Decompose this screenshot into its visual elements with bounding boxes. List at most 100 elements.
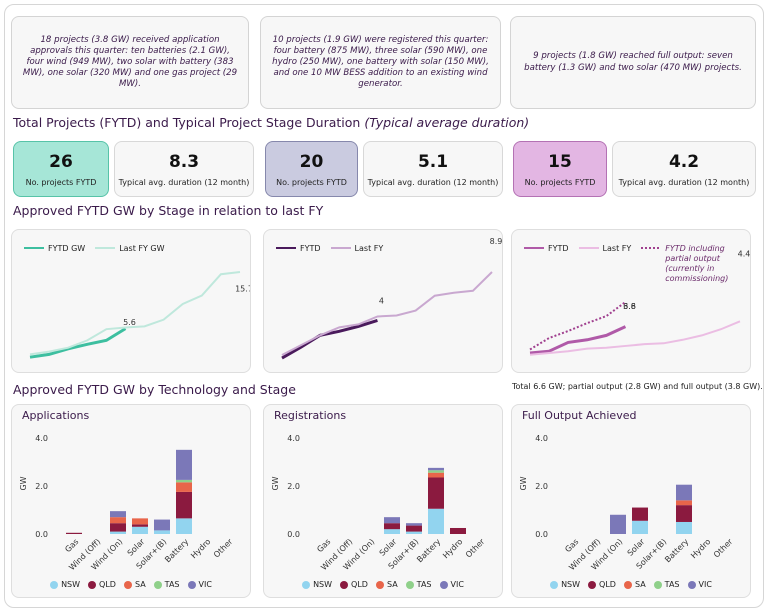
y-tick-label: 0.0 (535, 530, 548, 539)
data-label: 4.4 (738, 249, 751, 258)
legend-label: NSW (61, 580, 81, 589)
y-tick-label: 0.0 (35, 530, 48, 539)
section-title-note: (Typical average duration) (364, 115, 530, 130)
bar-segment (66, 532, 82, 534)
legend-label: Last FY (354, 244, 384, 253)
legend-swatch (302, 580, 311, 589)
legend-label: Last FY (602, 244, 632, 253)
x-tick-label: Hydro (441, 537, 464, 560)
data-label: 6.6 (623, 302, 636, 311)
legend-item: VIC (687, 580, 712, 589)
series-line (29, 327, 127, 359)
summary-text: 9 projects (1.8 GW) reached full output:… (524, 51, 742, 73)
kpi-label: No. projects FYTD (25, 177, 97, 187)
legend-label: NSW (313, 580, 333, 589)
bar-segment (428, 472, 444, 478)
legend-item: QLD (340, 580, 368, 589)
line-chart: 3.8 4.4 6.6 (529, 249, 751, 356)
section-title: Approved FYTD GW by Technology and Stage (13, 382, 296, 397)
line-chart-panel: FYTD GW Last FY GW 5.6 15.7 (11, 229, 251, 373)
bar-segment (450, 527, 466, 534)
series-line (529, 325, 627, 355)
bar-segment (676, 484, 692, 501)
kpi-label: No. projects FYTD (276, 177, 347, 187)
section-title: Approved FYTD GW by Stage in relation to… (13, 203, 324, 218)
kpi-value: 15 (548, 151, 572, 172)
legend-label: FYTD (548, 244, 569, 253)
bar-segment (154, 519, 170, 531)
bar-segment (154, 530, 170, 534)
legend-item: TAS (653, 580, 680, 589)
legend-swatch (276, 247, 296, 249)
legend-item: FYTD GW (24, 244, 85, 253)
y-axis-label: GW (519, 476, 528, 490)
y-tick-label: 2.0 (287, 482, 300, 491)
kpi-label: Typical avg. duration (12 month) (118, 177, 250, 187)
legend-item: Last FY (330, 244, 384, 253)
data-label: 5.6 (123, 318, 136, 327)
bar-segment (176, 482, 192, 492)
bar-segment (428, 477, 444, 509)
bar-chart-panel: Registrations GW 0.0 2.0 4.0 Gas Wind (Off) Win… (263, 404, 503, 598)
kpi-card: 20 No. projects FYTD (265, 141, 358, 197)
legend-label: SA (634, 580, 646, 589)
legend-swatch (687, 580, 696, 589)
bar-segment (132, 526, 148, 534)
kpi-label: No. projects FYTD (524, 177, 596, 187)
legend-swatch (88, 580, 97, 589)
x-tick-label: Hydro (189, 537, 212, 560)
legend-label: TAS (416, 580, 432, 589)
legend-swatch (330, 247, 351, 249)
line-chart: 48.9 (281, 237, 503, 360)
kpi-value: 26 (49, 151, 73, 172)
data-label: 4 (379, 297, 384, 306)
chart-title: Full Output Achieved (522, 409, 637, 422)
kpi-card: 26 No. projects FYTD (13, 141, 109, 197)
kpi-card: 8.3 Typical avg. duration (12 month) (114, 141, 254, 197)
x-tick-label: Gas (315, 537, 332, 554)
legend-swatch (641, 247, 662, 249)
legend-item: FYTD (524, 244, 569, 253)
legend-item: FYTD including partial output (currently… (641, 244, 743, 284)
kpi-value: 5.1 (417, 151, 449, 172)
legend-item: NSW (302, 580, 332, 589)
x-tick-label: Other (712, 537, 735, 560)
bar-segment (384, 529, 400, 534)
x-tick-label: Battery (663, 537, 690, 564)
legend-swatch (340, 580, 349, 589)
legend-item: QLD (88, 580, 116, 589)
bar-chart-panel: Applications GW 0.0 2.0 4.0 Gas Wind (Off) Wind… (11, 404, 251, 598)
kpi-card: 15 No. projects FYTD (513, 141, 607, 197)
bar-segment (384, 517, 400, 524)
bar-segment (676, 505, 692, 522)
y-axis-label: GW (19, 476, 28, 490)
legend-swatch (95, 247, 116, 249)
legend: FYTD GW Last FY GW (24, 244, 165, 253)
legend-item: FYTD (276, 244, 321, 253)
bar-segment (176, 479, 192, 483)
bar-segment (110, 523, 126, 532)
legend-label: Last FY GW (119, 244, 165, 253)
legend-item: SA (123, 580, 146, 589)
legend-label: VIC (698, 580, 712, 589)
bar-segment (110, 511, 126, 518)
legend-label: TAS (664, 580, 680, 589)
x-tick-label: Hydro (689, 537, 712, 560)
legend-label: VIC (198, 580, 212, 589)
legend: NSW QLD SA TAS VIC (512, 580, 750, 589)
line-chart-panel: FYTD Last FY 4 8.9 (263, 229, 503, 373)
data-label: 8.9 (490, 237, 503, 246)
legend-item: VIC (187, 580, 212, 589)
line-chart: 5.6 15.7 (29, 271, 250, 359)
bar-segment (176, 449, 192, 480)
legend: NSW QLD SA TAS VIC (12, 580, 250, 589)
legend-item: QLD (588, 580, 616, 589)
legend-item: Last FY (578, 244, 632, 253)
legend-item: TAS (153, 580, 180, 589)
x-tick-label: Other (464, 537, 487, 560)
legend-swatch (123, 580, 132, 589)
bar-segment (110, 517, 126, 524)
series-line (529, 320, 741, 356)
section-title: Total Projects (FYTD) and Typical Projec… (13, 115, 529, 130)
y-tick-label: 0.0 (287, 530, 300, 539)
